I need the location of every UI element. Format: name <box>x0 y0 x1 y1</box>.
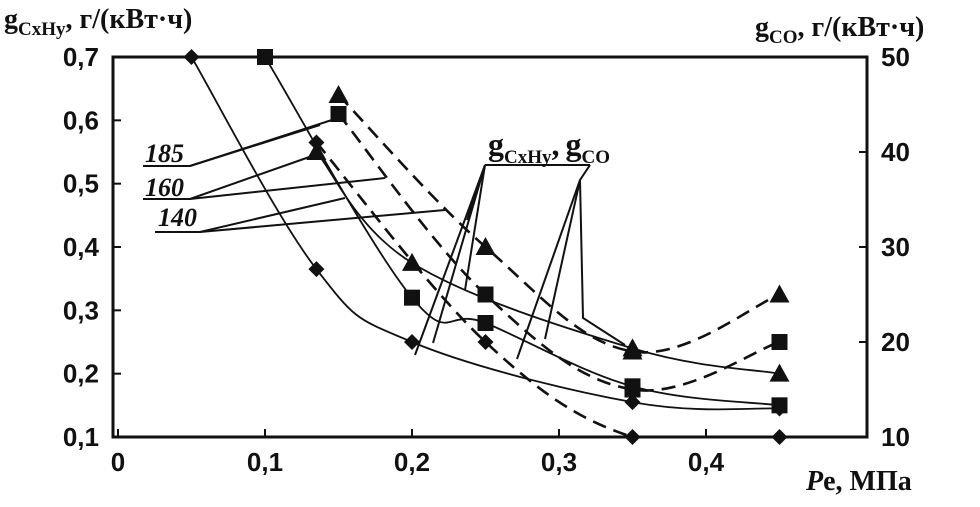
y-right-tick-label: 50 <box>881 42 910 72</box>
y-right-tick-label: 10 <box>881 422 910 452</box>
data-point-solid-square <box>477 315 494 331</box>
x-tick-label: 0,1 <box>247 447 283 477</box>
data-point-dashed-square <box>330 106 347 122</box>
marker-layer <box>183 49 790 445</box>
data-point-solid-triangle <box>769 363 790 382</box>
y-right-tick-label: 20 <box>881 327 910 357</box>
data-point-solid-diamond <box>183 49 200 65</box>
data-point-dashed-diamond <box>477 334 494 350</box>
series-line-solid-triangle <box>315 151 780 375</box>
data-point-solid-triangle <box>402 252 422 271</box>
data-point-solid-diamond <box>624 394 641 411</box>
tick-layer: 0 0,1 0,2 0,3 0,4 0,1 0,2 0,3 0,4 0,5 0,6 0,7 10 20 30… <box>63 42 910 477</box>
y-left-tick-label: 0,4 <box>63 232 100 262</box>
callout-leader-line <box>579 179 626 346</box>
callout-layer <box>143 117 626 360</box>
y-left-tick-label: 0,5 <box>63 169 99 199</box>
x-axis-title: Pe, МПа <box>805 466 912 497</box>
callout-leader-line <box>143 117 339 167</box>
data-point-dashed-square <box>477 286 494 303</box>
callout-leader-line <box>516 179 581 360</box>
x-tick-label: 0,3 <box>541 447 577 477</box>
y-right-axis-title: gCO, г/(кВт·ч) <box>755 12 924 48</box>
data-point-dashed-square <box>771 334 788 350</box>
data-point-dashed-diamond <box>624 429 641 445</box>
data-point-dashed-triangle <box>328 85 349 103</box>
data-point-dashed-square <box>624 381 641 398</box>
y-left-tick-label: 0,3 <box>63 295 99 325</box>
y-right-tick-label: 30 <box>881 232 910 262</box>
x-tick-label: 0 <box>111 447 125 477</box>
callout-leader-line <box>143 177 386 200</box>
y-left-tick-label: 0,1 <box>63 422 99 452</box>
callout-leader-line <box>464 164 486 291</box>
y-left-tick-label: 0,7 <box>63 42 99 72</box>
y-left-tick-label: 0,6 <box>63 105 99 135</box>
data-point-solid-square <box>404 289 420 306</box>
data-point-solid-diamond <box>308 261 325 278</box>
series-line-dashed-diamond <box>315 141 780 437</box>
callout-leader-line <box>155 209 446 233</box>
series-line-dashed-triangle <box>337 94 780 354</box>
x-tick-label: 0,2 <box>394 447 430 477</box>
series-line-solid-diamond <box>190 57 780 411</box>
curve-label-185: 185 <box>145 139 184 168</box>
curve-label-160: 160 <box>145 173 184 202</box>
data-point-dashed-triangle <box>475 237 496 255</box>
y-right-tick-label: 40 <box>881 137 910 167</box>
callout-leader-line <box>432 164 486 344</box>
data-point-solid-square <box>771 397 788 414</box>
series-line-dashed-square <box>337 113 780 392</box>
x-tick-label: 0,4 <box>688 447 725 477</box>
data-point-dashed-diamond <box>308 134 325 151</box>
data-point-dashed-diamond <box>771 429 788 445</box>
y-left-axis-title: gCxHy, г/(кВт·ч) <box>4 4 192 40</box>
data-point-dashed-triangle <box>622 341 643 360</box>
y-left-tick-label: 0,2 <box>63 359 99 389</box>
callout-leader-line <box>414 164 486 356</box>
data-point-solid-triangle <box>306 142 327 160</box>
data-point-dashed-triangle <box>769 284 790 303</box>
curve-label-140: 140 <box>158 203 197 232</box>
data-point-solid-square <box>257 49 273 65</box>
legend-label: gCxHy, gCO <box>488 126 610 168</box>
data-point-solid-diamond <box>404 334 420 350</box>
